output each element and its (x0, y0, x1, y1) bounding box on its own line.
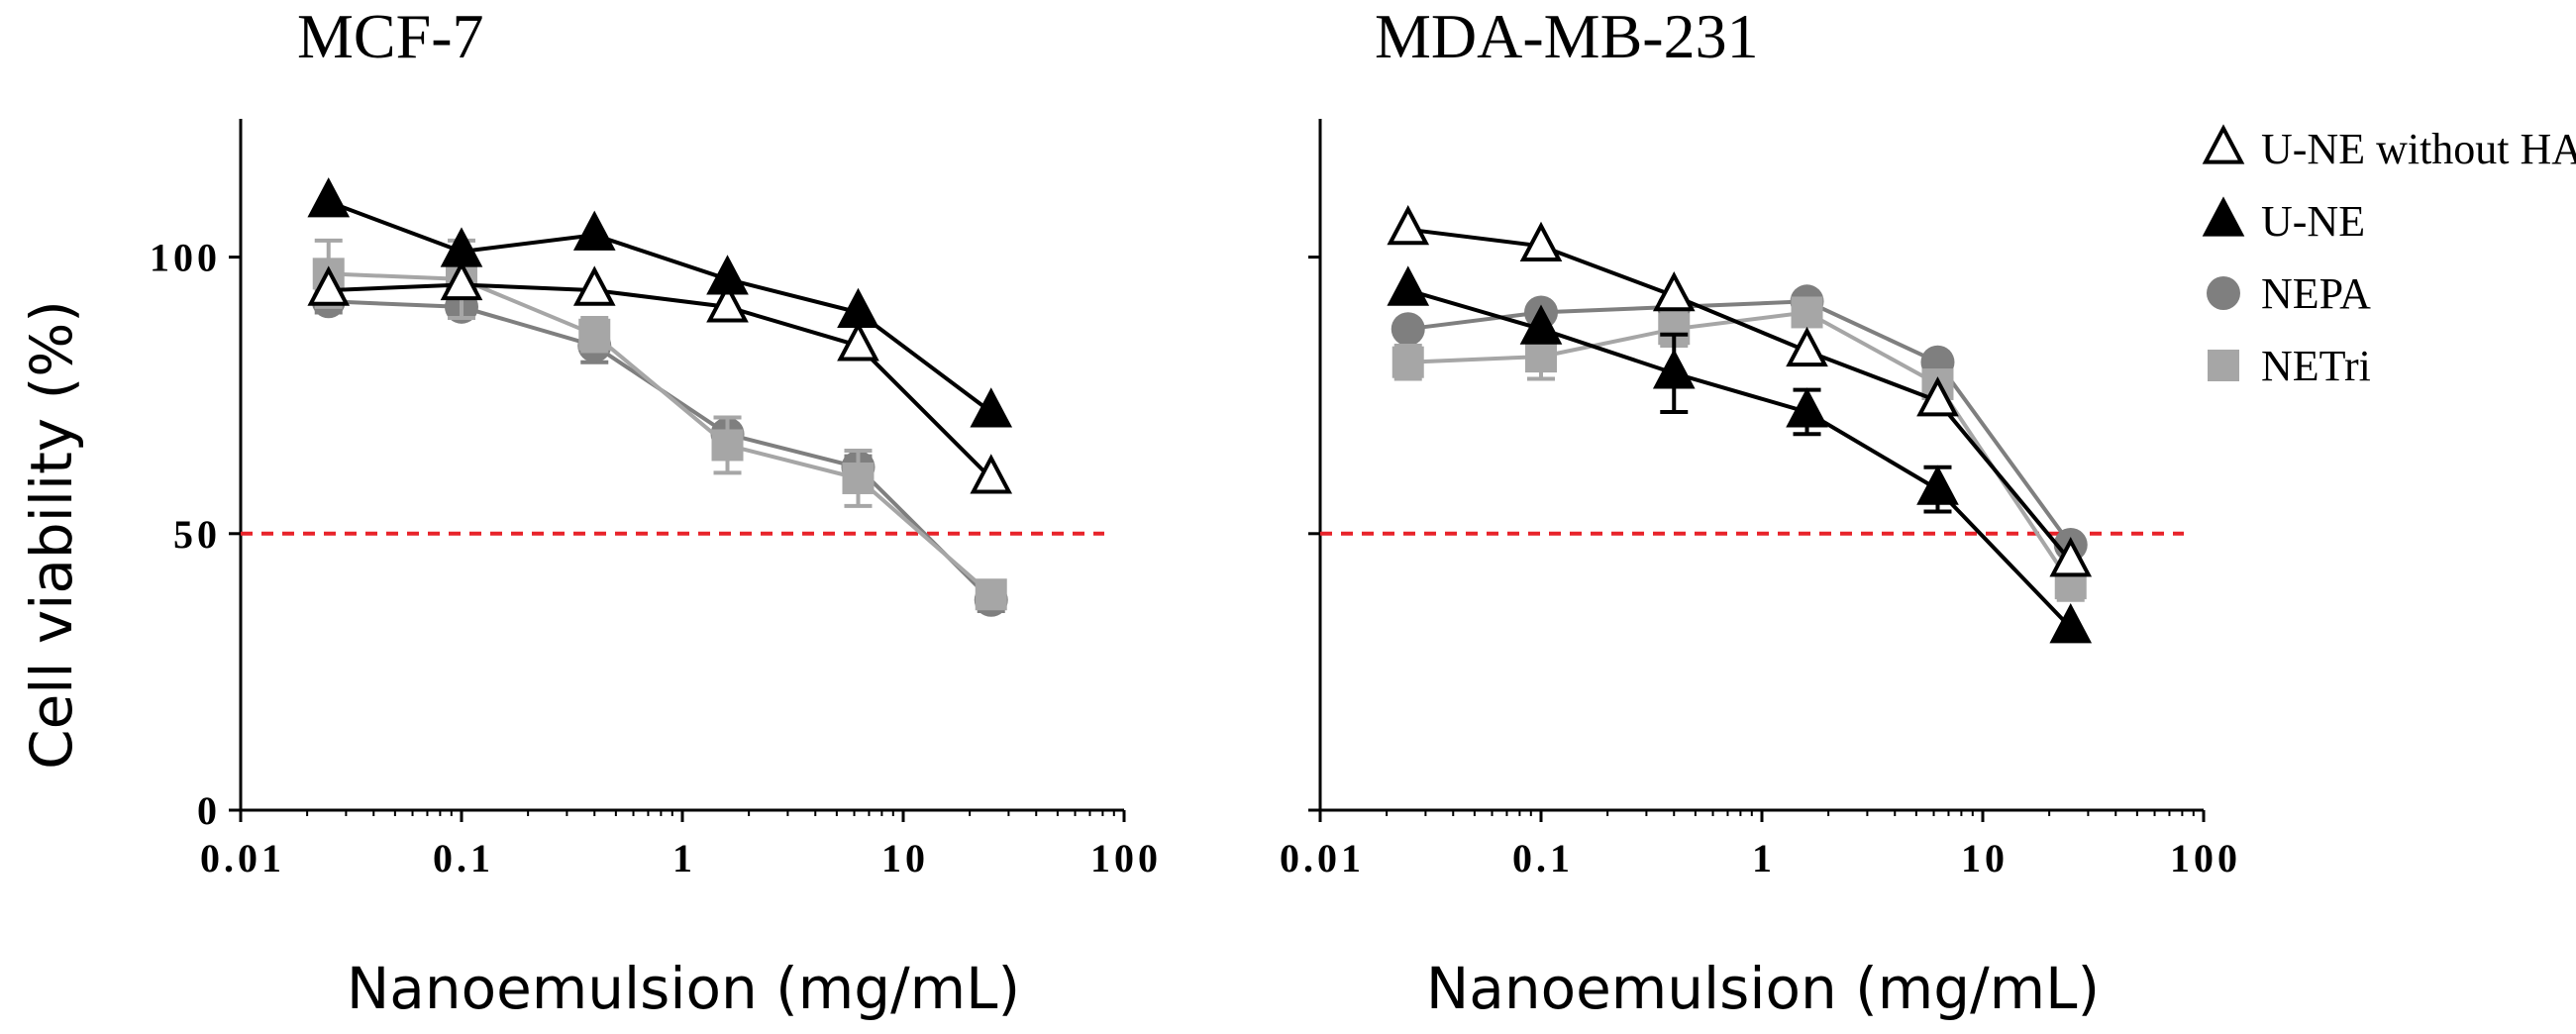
data-point (572, 265, 616, 306)
data-point (1525, 341, 1557, 373)
series-u-ne-without-ha (307, 259, 1013, 494)
series-line (1407, 310, 2073, 585)
chart-panel-mcf7: 0.01 0.1 1 10 100 0 50 100 (150, 119, 1162, 880)
data-point (970, 387, 1013, 428)
series-u-ne (307, 177, 1013, 428)
y-tick-label: 100 (150, 236, 221, 280)
legend-entry-nepa: NEPA (2207, 269, 2371, 318)
legend-label: NEPA (2261, 269, 2371, 318)
data-point (307, 177, 351, 218)
panel-title-mda-mb-231: MDA-MB-231 (1375, 1, 1759, 71)
data-point (572, 210, 616, 251)
data-point (1786, 387, 1828, 428)
series-line (1407, 288, 2073, 630)
x-axis-label-left: Nanoemulsion (mg/mL) (347, 955, 1020, 1022)
data-point (440, 259, 483, 301)
series-nepa (311, 284, 1008, 617)
data-point (307, 265, 351, 306)
series-u-ne-without-ha (1387, 205, 2093, 577)
data-point (1652, 271, 1696, 312)
data-point (706, 255, 749, 295)
series-line (327, 199, 992, 414)
legend: U-NE without HA U-NE NEPA NETri (2202, 124, 2576, 390)
y-axis-label: Cell viability (%) (18, 300, 85, 770)
legend-entry-netri: NETri (2208, 342, 2371, 390)
legend-marker (2202, 124, 2245, 164)
y-tick-label: 0 (197, 788, 221, 833)
data-point (1519, 221, 1563, 262)
data-point (837, 321, 879, 362)
panel-title-mcf7: MCF-7 (297, 1, 484, 71)
data-point (1387, 205, 1430, 246)
legend-label: U-NE (2261, 197, 2365, 246)
legend-entry-u-ne: U-NE (2202, 196, 2365, 246)
series-nepa (1391, 284, 2088, 562)
data-point (1916, 376, 1959, 417)
series-line (328, 282, 993, 480)
series-netri (312, 238, 1007, 611)
series-line (1407, 299, 2073, 547)
legend-marker (2208, 350, 2239, 381)
x-tick-label: 1 (672, 836, 696, 880)
x-tick-label: 0.01 (200, 836, 285, 880)
x-tick-label: 0.01 (1280, 836, 1365, 880)
data-point (2049, 603, 2093, 644)
series-line (328, 271, 993, 596)
data-point (1387, 265, 1430, 306)
series-u-ne (1387, 265, 2093, 644)
series-line (328, 299, 993, 602)
x-tick-label: 10 (1961, 836, 2009, 880)
data-point (2049, 537, 2093, 577)
legend-marker (2207, 276, 2240, 310)
legend-marker (2202, 196, 2245, 237)
data-point (1916, 465, 1959, 505)
data-point (706, 282, 749, 323)
legend-entry-u-ne-without-ha: U-NE without HA (2202, 124, 2576, 173)
x-tick-label: 100 (1090, 836, 1162, 880)
x-tick-label: 100 (2170, 836, 2241, 880)
y-tick-label: 50 (173, 512, 221, 557)
series-line (1407, 227, 2073, 563)
x-tick-label: 10 (881, 836, 929, 880)
data-point (842, 462, 875, 494)
data-point (1391, 312, 1425, 347)
data-point (837, 287, 879, 329)
data-point (1786, 326, 1828, 367)
data-point (578, 318, 611, 351)
x-tick-label: 1 (1752, 836, 1776, 880)
data-point (975, 578, 1007, 611)
legend-label: NETri (2261, 342, 2371, 390)
x-axis-label-right: Nanoemulsion (mg/mL) (1426, 955, 2100, 1022)
x-tick-label: 0.1 (1512, 836, 1574, 880)
chart-panel-mda-mb-231: 0.01 0.1 1 10 100 (1280, 119, 2241, 880)
data-point (1391, 346, 1424, 378)
legend-label: U-NE without HA (2261, 125, 2576, 173)
data-point (711, 429, 744, 462)
series-netri (1391, 296, 2087, 602)
data-point (1791, 296, 1823, 329)
x-tick-label: 0.1 (433, 836, 494, 880)
data-point (970, 454, 1013, 494)
data-point (1519, 304, 1563, 345)
data-point (1652, 349, 1696, 389)
data-point (440, 227, 483, 267)
